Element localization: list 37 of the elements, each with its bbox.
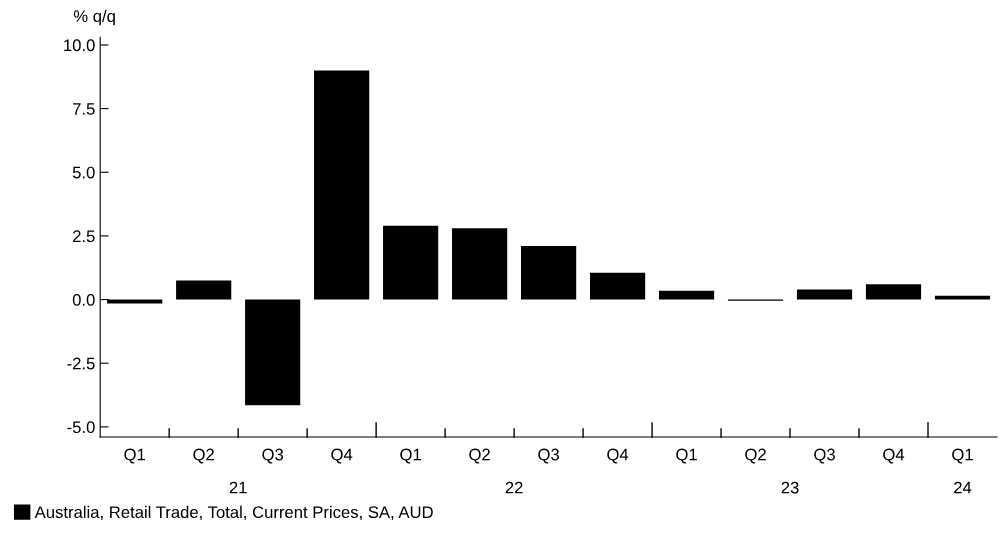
x-tick-label: Q4 — [331, 448, 353, 464]
x-tick-label: Q3 — [262, 448, 284, 464]
bar — [796, 289, 853, 300]
x-tick-label: Q4 — [607, 448, 629, 464]
legend-label: Australia, Retail Trade, Total, Current Prices, SA, AUD — [34, 505, 433, 521]
x-tick-label: Q1 — [952, 448, 973, 464]
bar — [658, 290, 715, 300]
bar — [521, 246, 577, 300]
x-tick-label: Q4 — [883, 448, 905, 464]
bar — [452, 228, 508, 300]
bar — [934, 295, 991, 300]
bar — [314, 70, 370, 300]
y-tick-label: 7.5 — [73, 103, 95, 115]
x-tick-label: Q1 — [400, 448, 421, 464]
x-tick-label: Q3 — [538, 448, 559, 464]
bar — [865, 284, 922, 300]
text: 21 — [229, 481, 247, 494]
x-tick-label: Q2 — [193, 448, 214, 464]
bar — [176, 280, 232, 300]
bar — [245, 299, 301, 406]
x-tick-label: Q2 — [469, 448, 490, 464]
y-tick-label: 10.0 — [64, 39, 95, 52]
x-tick-label: Q3 — [814, 448, 835, 464]
y-tick-label: 5.0 — [72, 166, 95, 179]
y-tick-label: -2.5 — [67, 357, 95, 370]
y-tick-label: 2.5 — [73, 230, 95, 243]
y-tick-label: -5.0 — [67, 421, 95, 434]
text: 24 — [954, 481, 972, 494]
y-tick-label: 0.0 — [72, 293, 95, 306]
y-axis-title: % q/q — [73, 9, 115, 26]
x-tick-label: Q2 — [745, 448, 766, 464]
x-tick-label: Q1 — [124, 448, 145, 464]
bar — [589, 272, 646, 300]
text: 23 — [781, 481, 799, 494]
x-tick-label: Q1 — [676, 448, 697, 464]
bar — [383, 225, 439, 300]
text: 22 — [505, 481, 523, 494]
